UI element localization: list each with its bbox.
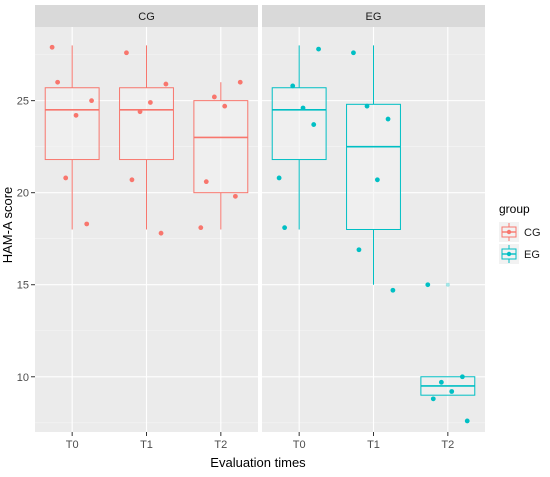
data-point [430, 396, 436, 402]
x-tick-label: T2 [441, 439, 454, 451]
data-point [438, 379, 444, 385]
data-point [364, 103, 370, 109]
data-point [84, 221, 90, 227]
data-point [73, 112, 79, 118]
data-point [203, 179, 209, 185]
x-tick-label: T1 [367, 439, 380, 451]
data-point [63, 175, 69, 181]
x-axis: T0 T1 T2 T0 T1 T2 [66, 432, 454, 451]
facet-strip [35, 5, 258, 27]
legend-entry: CG [499, 222, 541, 242]
data-point [385, 116, 391, 122]
facet-panels: CG EG [35, 5, 485, 432]
y-tick-label: 20 [17, 188, 29, 200]
data-point [124, 50, 129, 56]
legend-label: CG [524, 227, 541, 239]
data-point [290, 83, 296, 89]
x-tick-label: T0 [293, 439, 306, 451]
data-point [55, 79, 61, 85]
data-point [211, 94, 217, 100]
data-point [316, 46, 321, 52]
legend-entry: EG [499, 244, 540, 264]
data-point [425, 282, 431, 288]
data-point [237, 79, 243, 85]
legend: group CG EG [499, 202, 541, 264]
data-point [276, 175, 282, 181]
data-point [311, 122, 317, 127]
data-point [147, 100, 153, 105]
data-point [198, 225, 204, 231]
data-point [449, 389, 455, 394]
y-tick-label: 15 [17, 280, 29, 292]
data-point [89, 98, 94, 104]
data-point [49, 44, 55, 50]
box [119, 87, 174, 161]
data-point [464, 418, 470, 424]
x-tick-label: T0 [66, 439, 79, 451]
box [271, 87, 327, 161]
data-point [374, 177, 380, 183]
x-tick-label: T2 [214, 439, 227, 451]
y-tick-label: 10 [17, 372, 29, 384]
data-point [222, 103, 228, 109]
data-point [232, 193, 238, 199]
facet-label: CG [138, 11, 155, 23]
x-axis-title: Evaluation times [210, 455, 306, 470]
x-tick-label: T1 [140, 439, 153, 451]
data-point [459, 374, 465, 380]
data-point [356, 247, 362, 253]
y-axis-title: HAM-A score [0, 187, 15, 264]
y-tick-label: 25 [17, 96, 29, 108]
legend-key-point [506, 251, 512, 257]
outlier-point [445, 282, 450, 287]
data-point [282, 225, 288, 231]
data-point [163, 81, 169, 87]
data-point [351, 50, 356, 56]
y-axis: 10 15 20 25 [17, 96, 35, 384]
box [193, 100, 249, 194]
data-point [137, 109, 143, 115]
box [346, 103, 401, 230]
legend-key-point [506, 229, 512, 235]
facet-strip [262, 5, 485, 27]
data-point [300, 105, 306, 111]
legend-label: EG [524, 249, 540, 261]
data-point [158, 230, 164, 236]
data-point [390, 287, 396, 293]
data-point [129, 177, 135, 183]
facet-label: EG [366, 11, 382, 23]
legend-title: group [499, 202, 530, 216]
